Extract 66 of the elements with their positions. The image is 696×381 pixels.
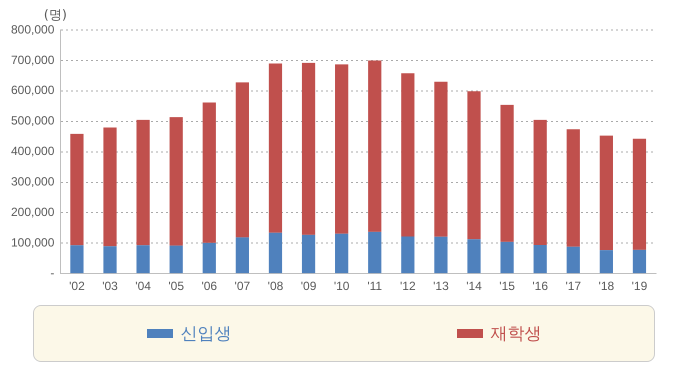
y-tick-label: 600,000 [10, 83, 55, 98]
x-tick-label: '16 [532, 279, 548, 294]
x-tick-label: '05 [168, 279, 184, 294]
bar [170, 117, 183, 246]
y-tick-label: 700,000 [10, 52, 55, 67]
bar [600, 136, 613, 250]
x-tick-label: '18 [598, 279, 615, 294]
bar [534, 244, 547, 274]
x-tick-label: '10 [334, 279, 350, 294]
bar [268, 63, 282, 233]
bar [136, 245, 150, 274]
bar [236, 82, 249, 238]
x-tick-label: '12 [400, 279, 416, 294]
bar [103, 127, 117, 246]
y-tick-label: 800,000 [10, 22, 55, 36]
bar [302, 62, 316, 235]
y-tick-label: 200,000 [10, 205, 55, 220]
bar [566, 129, 580, 247]
x-tick-label: '04 [135, 279, 152, 294]
bar [467, 91, 481, 240]
bar [70, 134, 84, 246]
x-tick-label: '09 [300, 279, 317, 294]
x-tick-label: '07 [234, 279, 251, 294]
bar [467, 239, 481, 274]
bar [170, 246, 183, 274]
bar [302, 234, 316, 274]
bar [434, 236, 448, 274]
bar [136, 120, 150, 246]
bar [103, 246, 117, 274]
bar [202, 242, 216, 274]
x-tick-label: '08 [268, 279, 284, 294]
bar [202, 102, 216, 243]
y-tick-label: 100,000 [10, 235, 55, 250]
x-tick-label: '17 [565, 279, 582, 294]
bar [500, 242, 514, 274]
y-tick-label: - [50, 266, 54, 280]
x-tick-label: '06 [201, 279, 218, 294]
bar [70, 245, 84, 274]
x-tick-label: '14 [466, 279, 482, 294]
y-tick-label: 500,000 [10, 114, 55, 128]
bar [335, 64, 348, 234]
bar [401, 73, 414, 236]
y-tick-label: 400,000 [10, 144, 55, 158]
y-axis-title: (명) [44, 8, 67, 23]
bar [566, 246, 580, 274]
x-tick-label: '15 [499, 279, 516, 294]
bar [236, 237, 249, 274]
legend-label: 신입생 [180, 323, 232, 345]
x-tick-label: '13 [433, 279, 450, 294]
bar [500, 104, 514, 242]
bar [368, 232, 382, 274]
bar [401, 236, 414, 274]
bar [632, 138, 646, 250]
bar [268, 232, 282, 274]
y-tick-label: 300,000 [10, 174, 55, 189]
x-tick-label: '03 [102, 279, 118, 294]
bar [534, 120, 547, 245]
bar [434, 82, 448, 237]
bar [632, 250, 646, 274]
x-tick-label: '11 [367, 279, 382, 294]
bar [335, 234, 348, 274]
x-tick-label: '02 [69, 279, 86, 294]
legend-label: 재학생 [490, 323, 542, 345]
x-tick-label: '19 [632, 279, 648, 294]
bar [368, 60, 382, 232]
bar [600, 250, 613, 274]
